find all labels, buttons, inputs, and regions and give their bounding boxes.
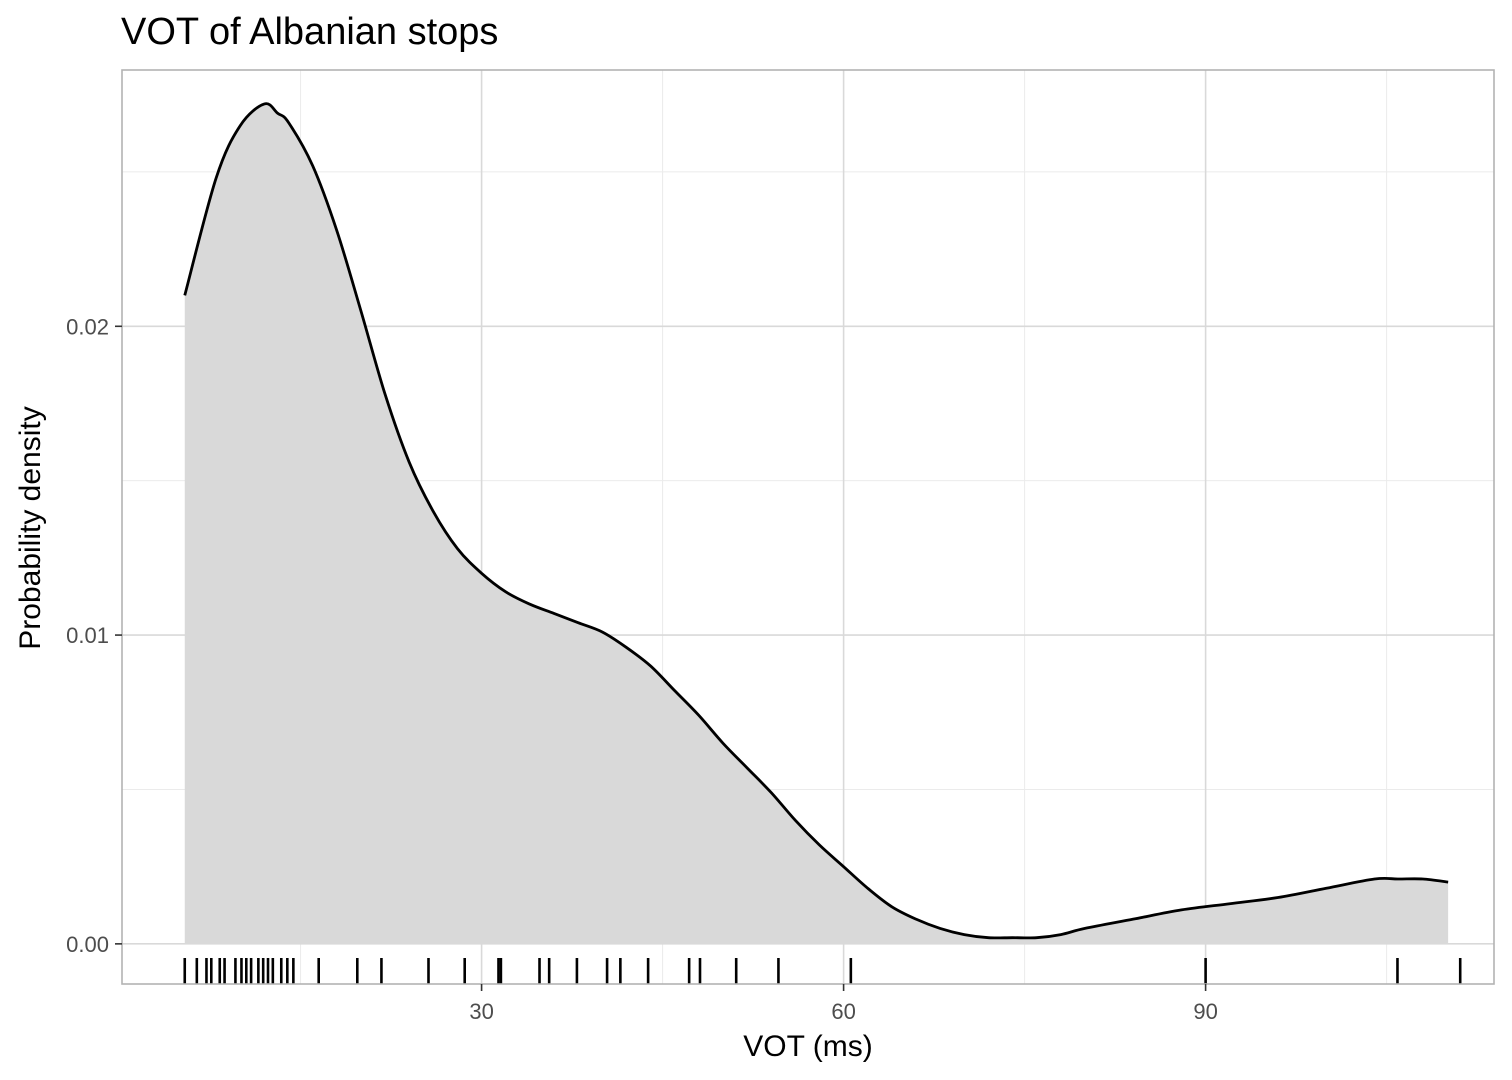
y-tick-label: 0.00 — [66, 932, 109, 957]
y-tick-label: 0.01 — [66, 623, 109, 648]
x-tick-label: 90 — [1193, 999, 1217, 1024]
x-tick-label: 30 — [469, 999, 493, 1024]
density-area — [184, 103, 1449, 944]
x-tick-label: 60 — [831, 999, 855, 1024]
x-axis-title: VOT (ms) — [743, 1030, 872, 1063]
chart-title: VOT of Albanian stops — [121, 11, 498, 53]
panel-border — [121, 69, 1495, 985]
y-tick-label: 0.02 — [66, 314, 109, 339]
density-curve — [183, 102, 1449, 940]
x-axis-ticks: 30 60 90 — [469, 984, 1218, 1024]
rug-marks — [183, 958, 1462, 984]
y-axis-title: Probability density — [14, 406, 47, 649]
y-axis-ticks: 0.00 0.01 0.02 — [66, 314, 122, 957]
